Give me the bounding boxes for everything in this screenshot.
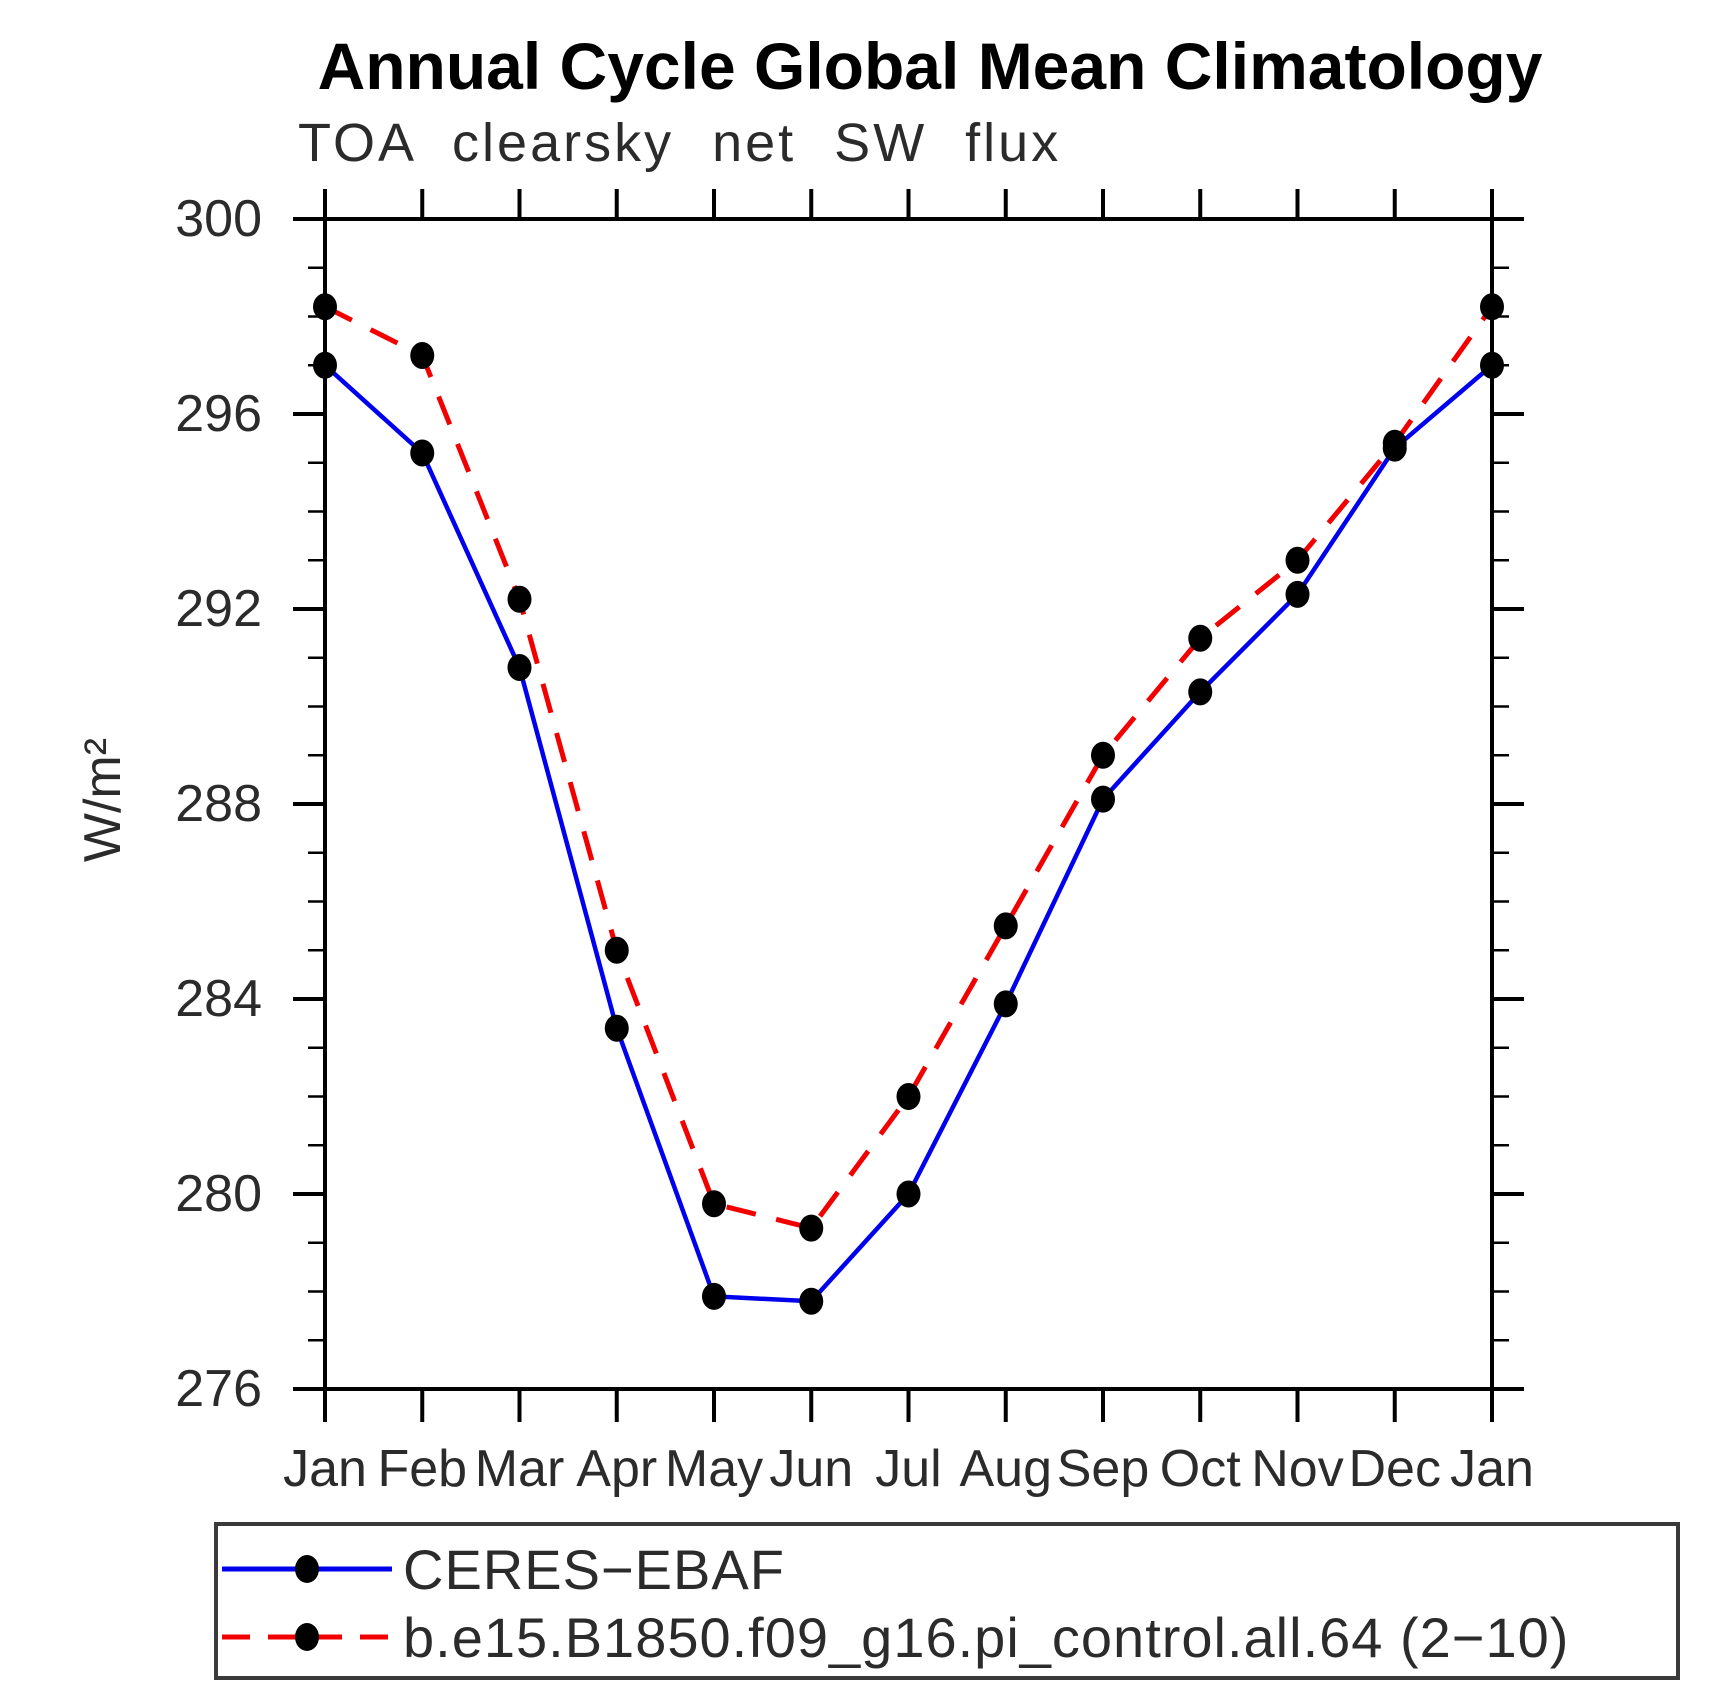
x-tick-label: Nov — [1251, 1440, 1343, 1498]
series-marker-0 — [604, 1014, 629, 1042]
legend-line-sample-solid — [222, 1555, 392, 1583]
series-marker-0 — [702, 1282, 726, 1310]
series-marker-1 — [1188, 624, 1213, 652]
x-tick-label: May — [665, 1440, 763, 1498]
series-marker-0 — [1285, 580, 1310, 608]
chart-title: Annual Cycle Global Mean Climatology — [317, 29, 1543, 103]
y-tick-label: 284 — [175, 970, 262, 1028]
series-marker-0 — [313, 351, 337, 379]
series-marker-1 — [410, 342, 435, 369]
y-tick-label: 300 — [175, 190, 262, 248]
legend-label-model: b.e15.B1850.f09_g16.pi_control.all.64 (2… — [403, 1605, 1570, 1669]
series-marker-1 — [1382, 429, 1407, 457]
series-marker-1 — [799, 1214, 824, 1242]
legend-label-ceres: CERES−EBAF — [403, 1537, 785, 1601]
series-marker-0 — [993, 990, 1018, 1018]
y-tick-label: 292 — [175, 580, 262, 638]
series-marker-0 — [410, 439, 435, 467]
legend-sample-marker-0 — [295, 1555, 319, 1583]
legend-line-sample-dashed — [222, 1623, 392, 1651]
x-tick-label: Aug — [959, 1440, 1052, 1498]
y-tick-label: 276 — [175, 1360, 262, 1418]
series-marker-0 — [1480, 351, 1504, 379]
series-marker-1 — [993, 912, 1018, 940]
legend-item-ceres: CERES−EBAF — [218, 1534, 785, 1604]
legend-item-model: b.e15.B1850.f09_g16.pi_control.all.64 (2… — [218, 1602, 1569, 1672]
y-tick-label: 288 — [175, 775, 262, 833]
x-tick-label: Jul — [875, 1440, 941, 1498]
x-tick-label: Jan — [283, 1440, 367, 1498]
x-tick-label: Jun — [769, 1440, 853, 1498]
x-tick-label: Sep — [1057, 1440, 1150, 1498]
series-marker-1 — [507, 585, 532, 613]
x-tick-label: Feb — [377, 1440, 467, 1498]
x-tick-label: Apr — [576, 1440, 657, 1498]
x-tick-label: Mar — [475, 1440, 565, 1498]
series-marker-0 — [507, 654, 532, 681]
series-marker-1 — [604, 936, 629, 964]
y-tick-label: 280 — [175, 1165, 262, 1223]
series-marker-0 — [799, 1287, 824, 1315]
chart-subtitle: TOA clearsky net SW flux — [298, 113, 1062, 173]
series-marker-0 — [1188, 678, 1213, 706]
series-marker-0 — [896, 1180, 921, 1208]
series-marker-1 — [1091, 741, 1115, 769]
series-line-0 — [323, 363, 1494, 1304]
x-tick-label: Jan — [1450, 1440, 1534, 1498]
series-marker-1 — [313, 293, 337, 321]
series-marker-0 — [1091, 785, 1115, 813]
series-marker-1 — [896, 1083, 921, 1110]
legend-sample-marker-1 — [295, 1623, 319, 1651]
series-marker-1 — [1480, 293, 1504, 321]
y-tick-label: 296 — [175, 385, 262, 443]
legend: CERES−EBAF b.e15.B1850.f09_g16.pi_contro… — [214, 1522, 1680, 1680]
series-marker-1 — [702, 1190, 726, 1218]
x-tick-label: Oct — [1160, 1440, 1241, 1498]
y-axis-label: W/m² — [74, 738, 132, 862]
x-tick-label: Dec — [1349, 1440, 1441, 1498]
series-marker-1 — [1285, 546, 1310, 574]
